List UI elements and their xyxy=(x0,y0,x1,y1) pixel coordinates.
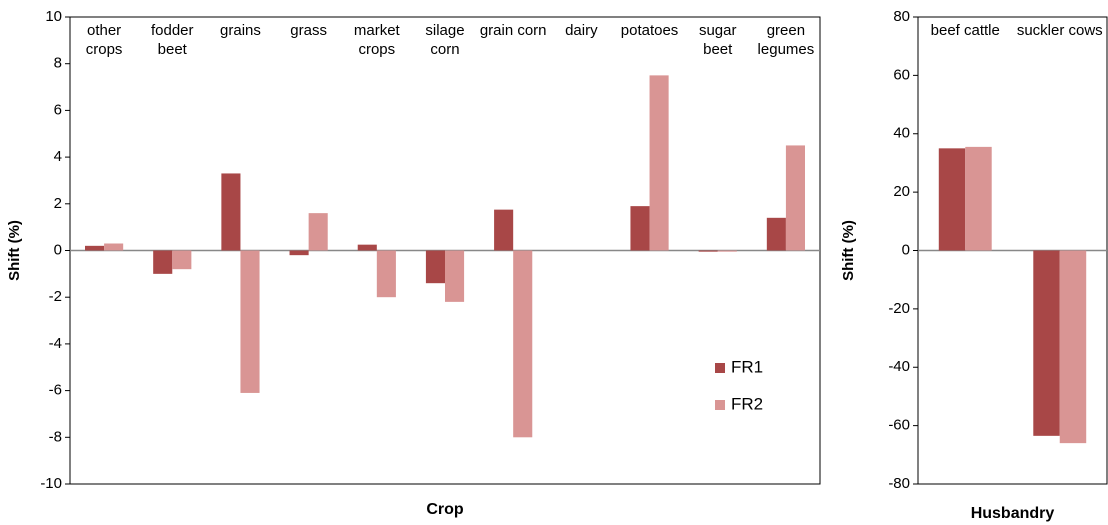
y-tick-label: 4 xyxy=(54,148,62,165)
category-label-box: green legumes xyxy=(757,22,815,58)
x-tick-label: grain corn xyxy=(479,22,547,39)
category-label-box: grain corn xyxy=(479,22,547,39)
bar xyxy=(425,250,445,284)
y-tick-label: -10 xyxy=(40,475,62,492)
bar xyxy=(513,250,533,438)
x-tick-label: market crops xyxy=(353,22,400,58)
bar xyxy=(85,245,105,251)
bar xyxy=(240,250,260,393)
bar xyxy=(698,250,718,252)
y-tick-label: 40 xyxy=(893,125,910,142)
x-axis-label: Crop xyxy=(426,501,464,518)
category-label-box: suckler cows xyxy=(1016,22,1103,39)
x-axis-label: Husbandry xyxy=(971,505,1055,522)
bar xyxy=(221,173,241,251)
y-tick-label: -2 xyxy=(49,288,62,305)
bar xyxy=(445,250,465,302)
y-tick-label: 2 xyxy=(54,195,62,212)
x-tick-label: sugar beet xyxy=(698,22,737,58)
bar xyxy=(289,250,309,256)
y-tick-label: -8 xyxy=(49,428,62,445)
y-tick-label: 10 xyxy=(45,8,62,25)
bar xyxy=(965,146,992,251)
bar xyxy=(376,250,396,298)
legend-swatch xyxy=(715,363,725,373)
category-label-box: other crops xyxy=(85,22,123,58)
bar xyxy=(938,148,966,251)
y-tick-label: 80 xyxy=(893,8,910,25)
category-label-box: silage corn xyxy=(425,22,465,58)
x-tick-label: green legumes xyxy=(757,22,815,58)
category-label-box: beef cattle xyxy=(930,22,1000,39)
category-label-box: grass xyxy=(290,22,327,39)
category-label-box: fodder beet xyxy=(150,22,194,58)
bar xyxy=(766,217,786,251)
category-label-box: sugar beet xyxy=(698,22,737,58)
legend-swatch xyxy=(715,400,725,410)
x-tick-label: silage corn xyxy=(425,22,465,58)
y-tick-label: 6 xyxy=(54,101,62,118)
bar xyxy=(172,250,192,270)
y-tick-label: 0 xyxy=(902,241,910,258)
y-tick-label: -60 xyxy=(888,417,910,434)
x-tick-label: other crops xyxy=(85,22,123,58)
x-tick-label: grains xyxy=(220,22,261,39)
x-tick-label: beef cattle xyxy=(930,22,1000,39)
x-tick-label: dairy xyxy=(565,22,598,39)
category-label-box: market crops xyxy=(353,22,400,58)
bar xyxy=(357,244,377,251)
y-tick-label: -80 xyxy=(888,475,910,492)
bar xyxy=(785,145,805,251)
y-tick-label: 20 xyxy=(893,183,910,200)
y-axis-label: Shift (%) xyxy=(6,220,23,281)
x-tick-label: suckler cows xyxy=(1016,22,1103,39)
category-label-box: dairy xyxy=(565,22,598,39)
y-tick-label: -20 xyxy=(888,300,910,317)
y-axis-label: Shift (%) xyxy=(840,220,857,281)
bar xyxy=(308,213,328,251)
bar xyxy=(153,250,173,274)
y-tick-label: -40 xyxy=(888,358,910,375)
bar xyxy=(104,243,124,251)
category-label-box: potatoes xyxy=(620,22,679,39)
bar xyxy=(649,75,669,251)
y-tick-label: -6 xyxy=(49,382,62,399)
legend-label: FR1 xyxy=(731,357,763,376)
category-label-box: grains xyxy=(220,22,261,39)
y-tick-label: 60 xyxy=(893,66,910,83)
bar xyxy=(717,250,737,252)
legend-label: FR2 xyxy=(731,394,763,413)
x-tick-label: potatoes xyxy=(620,22,679,39)
bar xyxy=(1059,250,1087,444)
bar xyxy=(1033,250,1060,436)
bar xyxy=(630,206,650,251)
x-tick-label: fodder beet xyxy=(150,22,194,58)
y-tick-label: -4 xyxy=(49,335,62,352)
bar xyxy=(494,209,514,251)
y-tick-label: 0 xyxy=(54,241,62,258)
y-tick-label: 8 xyxy=(54,55,62,72)
x-tick-label: grass xyxy=(290,22,327,39)
